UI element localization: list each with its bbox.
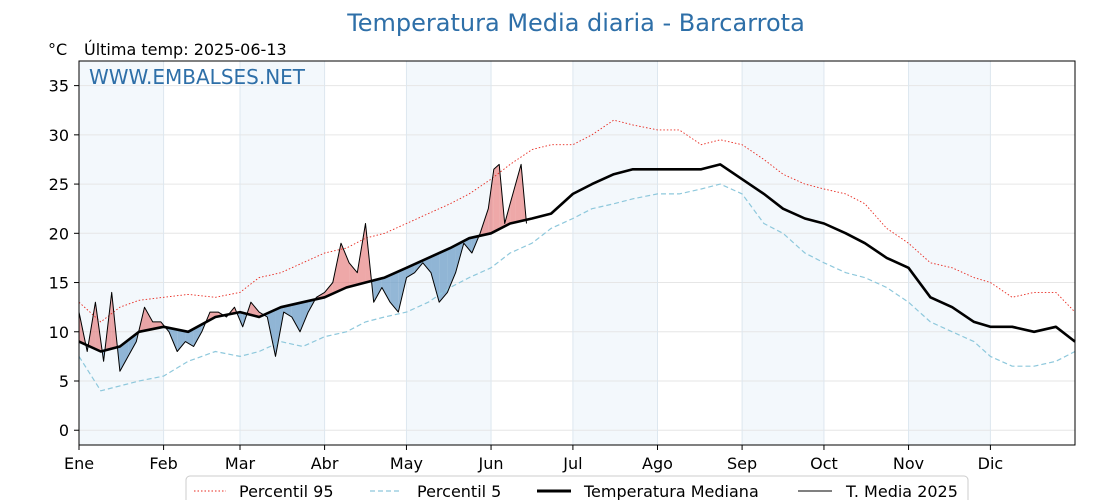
warm-anomaly-fill bbox=[332, 243, 341, 294]
x-tick-label-Feb: Feb bbox=[149, 454, 177, 473]
y-axis-unit: °C bbox=[48, 40, 67, 59]
x-tick-label-Jun: Jun bbox=[478, 454, 504, 473]
y-tick-label: 10 bbox=[49, 323, 69, 342]
legend-label-2025: T. Media 2025 bbox=[845, 482, 958, 500]
y-tick-label: 30 bbox=[49, 126, 69, 145]
cold-anomaly-fill bbox=[177, 329, 186, 352]
warm-anomaly-fill bbox=[250, 302, 260, 317]
cold-anomaly-fill bbox=[193, 324, 202, 347]
x-tick-label-Abr: Abr bbox=[311, 454, 339, 473]
month-band-Ene bbox=[79, 61, 164, 445]
x-tick-label-Ago: Ago bbox=[642, 454, 673, 473]
legend-label-p5: Percentil 5 bbox=[417, 482, 501, 500]
warm-anomaly-fill bbox=[493, 164, 500, 232]
x-tick-label-Mar: Mar bbox=[225, 454, 256, 473]
month-band-Nov bbox=[908, 61, 991, 445]
cold-anomaly-fill bbox=[447, 245, 456, 293]
legend: Percentil 95 Percentil 5 Temperatura Med… bbox=[185, 475, 969, 500]
x-tick-label-Ene: Ene bbox=[64, 454, 94, 473]
cold-anomaly-fill bbox=[398, 267, 407, 313]
y-tick-label: 20 bbox=[49, 224, 69, 243]
month-band-Sep bbox=[742, 61, 824, 445]
series-line-3 bbox=[78, 163, 527, 372]
y-tick-label: 5 bbox=[59, 372, 69, 391]
plot-frame bbox=[78, 60, 1076, 446]
y-tick-label: 35 bbox=[49, 77, 69, 96]
x-tick-label-Jul: Jul bbox=[562, 454, 582, 473]
cold-anomaly-fill bbox=[300, 301, 309, 332]
month-band-Jul bbox=[572, 61, 658, 445]
month-band-Mar bbox=[239, 61, 325, 445]
last-update-label: Última temp: 2025-06-13 bbox=[84, 40, 287, 59]
warm-anomaly-fill bbox=[515, 164, 522, 223]
cold-anomaly-fill bbox=[439, 249, 448, 303]
cold-anomaly-fill bbox=[390, 271, 399, 313]
legend-label-median: Temperatura Mediana bbox=[583, 482, 759, 500]
y-tick-label: 0 bbox=[59, 421, 69, 440]
y-tick-label: 25 bbox=[49, 175, 69, 194]
cold-anomaly-fill bbox=[381, 275, 391, 303]
series-line-2 bbox=[78, 163, 1076, 353]
warm-anomaly-fill bbox=[510, 184, 516, 224]
cold-anomaly-fill bbox=[463, 237, 472, 253]
month-bands bbox=[79, 61, 991, 445]
legend-label-p95: Percentil 95 bbox=[239, 482, 334, 500]
chart-title: Temperatura Media diaria - Barcarrota bbox=[346, 9, 805, 37]
warm-anomaly-fill bbox=[144, 307, 153, 331]
x-axis-ticks: Ene Feb Mar Abr May Jun Jul Ago Sep Oct Nov Dic bbox=[64, 445, 1003, 473]
warm-anomaly-fill bbox=[340, 243, 350, 290]
x-tick-label-Oct: Oct bbox=[810, 454, 838, 473]
cold-anomaly-fill bbox=[291, 302, 301, 332]
cold-anomaly-fill bbox=[431, 253, 440, 303]
series-lines bbox=[78, 119, 1076, 392]
watermark: WWW.EMBALSES.NET bbox=[89, 65, 306, 89]
cold-anomaly-fill bbox=[185, 328, 194, 347]
x-tick-label-Dic: Dic bbox=[978, 454, 1004, 473]
cold-anomaly-fill bbox=[373, 278, 382, 303]
y-axis-ticks: 0 5 10 15 20 25 30 35 bbox=[49, 77, 79, 440]
legend-box bbox=[185, 475, 969, 500]
cold-anomaly-fill bbox=[283, 304, 292, 317]
cold-anomaly-fill bbox=[119, 340, 129, 372]
series-line-1 bbox=[78, 183, 1076, 392]
x-tick-label-Sep: Sep bbox=[727, 454, 757, 473]
y-tick-label: 15 bbox=[49, 274, 69, 293]
x-tick-label-May: May bbox=[390, 454, 423, 473]
x-tick-label-Nov: Nov bbox=[893, 454, 924, 473]
warm-anomaly-fill bbox=[349, 262, 358, 287]
warm-anomaly-fill bbox=[488, 169, 494, 234]
